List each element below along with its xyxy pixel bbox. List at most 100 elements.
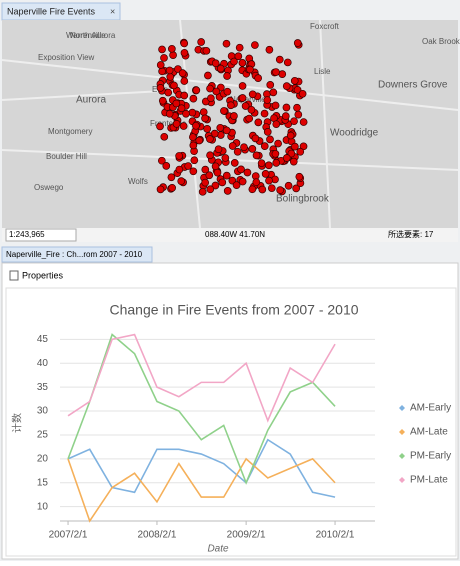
fire-event — [184, 162, 192, 170]
scale-box[interactable] — [5, 228, 77, 242]
fire-event — [222, 39, 231, 48]
legend-label: PM-Late — [410, 475, 448, 486]
fire-event — [205, 171, 214, 180]
fire-event — [291, 142, 299, 151]
fire-event — [252, 151, 261, 160]
fire-event — [263, 96, 272, 104]
y-tick-label: 20 — [37, 453, 49, 464]
map-tab-title: Naperville Fire Events — [7, 6, 96, 16]
fire-event — [192, 86, 201, 95]
fire-event — [241, 102, 250, 110]
fire-event — [257, 159, 266, 168]
fire-event — [207, 94, 215, 103]
chart-title: Change in Fire Events from 2007 - 2010 — [109, 302, 358, 318]
fire-event — [265, 176, 273, 185]
fire-event — [195, 136, 204, 145]
fire-event — [189, 133, 197, 141]
fire-event — [272, 68, 280, 76]
fire-event — [230, 159, 239, 167]
fire-event — [180, 77, 189, 85]
fire-event — [169, 51, 177, 59]
fire-event — [158, 96, 167, 105]
properties[interactable]: Properties — [22, 270, 64, 280]
fire-event — [189, 167, 198, 176]
x-tick-label: 2007/2/1 — [49, 530, 88, 541]
fire-event — [258, 185, 267, 194]
fire-event — [264, 161, 273, 170]
fire-event — [206, 84, 214, 93]
fire-event — [156, 61, 165, 69]
fire-event — [197, 38, 206, 46]
y-tick-label: 40 — [37, 358, 49, 369]
legend-marker — [399, 429, 405, 435]
chart-frame — [5, 287, 457, 557]
fire-event — [263, 128, 272, 136]
fire-event — [156, 185, 165, 194]
fire-event — [238, 177, 247, 186]
fire-event — [188, 108, 197, 117]
fire-event — [199, 108, 208, 116]
fire-event — [160, 54, 168, 62]
fire-event — [178, 69, 187, 78]
coords: 088.40W 41.70N — [205, 230, 265, 239]
fire-event — [212, 87, 221, 96]
map-label: Oswego — [34, 183, 64, 192]
close[interactable]: × — [110, 6, 115, 16]
map-label: North Aurora — [70, 31, 116, 40]
fire-event — [216, 64, 225, 73]
fire-event — [232, 181, 241, 189]
fire-event — [165, 66, 174, 75]
fire-event — [271, 149, 280, 158]
fire-event — [287, 149, 296, 158]
fire-event — [240, 143, 248, 152]
fire-event — [238, 94, 247, 102]
series-line — [67, 333, 336, 423]
fire-event — [276, 186, 285, 194]
fire-event — [284, 181, 293, 190]
fire-event — [222, 126, 231, 135]
fire-event — [282, 154, 291, 162]
map-label: Wolfs — [128, 177, 148, 186]
fire-event — [238, 82, 247, 90]
fire-event — [189, 141, 198, 150]
map-label: Naperville — [230, 95, 266, 104]
fire-event — [266, 80, 275, 89]
fire-event — [156, 122, 164, 131]
legend-marker — [399, 405, 405, 411]
y-label: 计数 — [11, 413, 24, 433]
road — [1, 149, 459, 171]
fire-event — [251, 41, 259, 49]
map-label: Frontenac — [150, 119, 186, 128]
fire-event — [165, 109, 174, 118]
fire-event — [282, 82, 291, 90]
x-tick-label: 2010/2/1 — [316, 530, 355, 541]
y-tick-label: 15 — [37, 477, 49, 488]
fire-event — [201, 165, 210, 174]
fire-event — [223, 72, 231, 80]
fire-event — [164, 88, 173, 97]
fire-event — [238, 59, 247, 67]
map — [2, 20, 458, 228]
fire-event — [272, 159, 281, 167]
fire-event — [246, 65, 254, 74]
fire-event — [180, 91, 189, 100]
fire-event — [170, 81, 178, 90]
fire-event — [222, 171, 231, 180]
fire-event — [202, 46, 211, 55]
series-line — [67, 333, 336, 485]
fire-event — [269, 88, 278, 97]
fire-event — [289, 157, 298, 166]
fire-event — [278, 70, 287, 78]
fire-event — [293, 103, 301, 112]
fire-event — [260, 109, 269, 118]
y-tick-label: 30 — [37, 406, 49, 417]
fire-event — [245, 114, 254, 123]
fire-event — [274, 139, 282, 148]
fire-event — [271, 101, 280, 110]
fire-event — [283, 58, 292, 67]
map-label: Downers Grove — [378, 80, 448, 91]
fire-event — [198, 187, 207, 196]
selected: 所选要素: 17 — [388, 229, 434, 239]
chart-tab[interactable] — [1, 246, 153, 263]
fire-event — [201, 114, 209, 123]
